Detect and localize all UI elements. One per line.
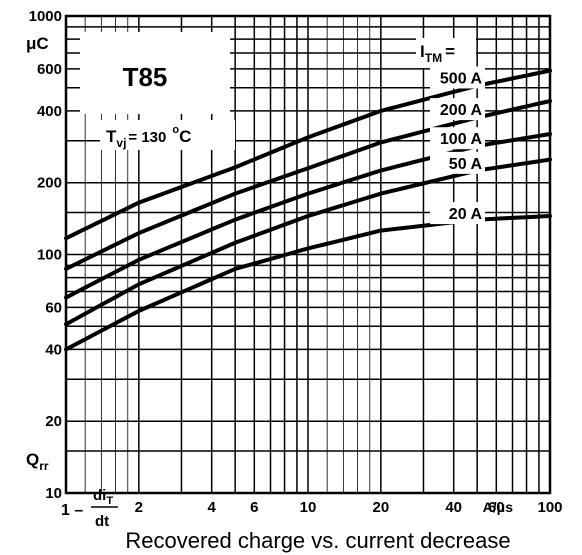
y-tick-bg bbox=[10, 172, 64, 193]
legend-title-suffix: = bbox=[445, 42, 455, 61]
y-tick-label: 200 bbox=[37, 175, 62, 192]
x-tick-label: 40 bbox=[445, 499, 462, 516]
x-tick-label: 10 bbox=[300, 499, 317, 516]
x-prefix: 1 – bbox=[61, 502, 83, 519]
x-num: di bbox=[93, 487, 106, 504]
y-tick-label: 400 bbox=[37, 103, 62, 120]
svg-text:Qrr: Qrr bbox=[26, 450, 49, 473]
title-box bbox=[80, 32, 230, 114]
plot-frame bbox=[64, 14, 552, 495]
x-tick-label: 2 bbox=[135, 499, 143, 516]
legend-title-symbol: I bbox=[420, 42, 425, 61]
series-label-4: 20 A bbox=[449, 206, 483, 223]
series-label-bg-1 bbox=[430, 98, 485, 121]
y-tick-bg bbox=[10, 100, 64, 121]
condition-symbol: T bbox=[106, 127, 117, 146]
series-label-bg-3 bbox=[430, 151, 485, 174]
condition-label: Tvj = 130 oC bbox=[100, 120, 235, 150]
condition-unit: C bbox=[179, 127, 191, 146]
y-axis-title: μC Qrr bbox=[22, 33, 60, 473]
y-tick-bg bbox=[10, 411, 64, 432]
x-tick-label: 100 bbox=[537, 499, 562, 516]
series-label-bg-0 bbox=[430, 66, 485, 89]
y-tick-label: 100 bbox=[37, 247, 62, 264]
y-tick-bg bbox=[10, 244, 64, 265]
series-label-bg-2 bbox=[430, 127, 485, 150]
legend-title: ITM = bbox=[416, 38, 476, 68]
series-labels: 500 A 200 A 100 A 50 A 20 A bbox=[430, 66, 485, 225]
chart-title: T85 bbox=[123, 62, 168, 92]
y-tick-bg bbox=[10, 58, 64, 79]
y-symbol-sub: rr bbox=[39, 459, 49, 473]
y-tick-bg bbox=[10, 339, 64, 360]
svg-text:ITM=: ITM = bbox=[420, 42, 455, 65]
condition-sub: vj bbox=[116, 136, 126, 150]
x-tick-labels: 2 4 6 10 20 40 60 100 bbox=[135, 499, 563, 516]
x-tick-label: 20 bbox=[373, 499, 390, 516]
x-axis-title: 1 – diT dt A/μs bbox=[61, 487, 513, 530]
y-tick-label: 60 bbox=[45, 299, 62, 316]
condition-degree: o bbox=[172, 124, 179, 136]
series-label-1: 200 A bbox=[440, 102, 483, 119]
legend-title-sub: TM bbox=[425, 51, 442, 65]
svg-text:diT: diT bbox=[93, 487, 113, 507]
y-tick-label: 20 bbox=[45, 413, 62, 430]
y-symbol: Q bbox=[26, 450, 39, 469]
y-tick-labels: 1000 600 400 200 100 60 40 20 10 bbox=[10, 6, 64, 503]
condition-value: = 130 bbox=[128, 129, 166, 146]
x-den: dt bbox=[95, 513, 109, 530]
y-tick-bg bbox=[10, 6, 64, 26]
y-tick-bg bbox=[10, 483, 64, 503]
x-num-sub: T bbox=[106, 495, 113, 507]
series-label-3: 50 A bbox=[449, 156, 483, 173]
y-tick-bg bbox=[10, 297, 64, 318]
series-label-2: 100 A bbox=[440, 131, 483, 148]
y-tick-label: 40 bbox=[45, 341, 62, 358]
x-unit: A/μs bbox=[483, 499, 514, 515]
x-tick-label: 60 bbox=[488, 499, 505, 516]
y-tick-label: 600 bbox=[37, 61, 62, 78]
x-tick-label: 6 bbox=[250, 499, 258, 516]
y-tick-label: 1000 bbox=[29, 8, 62, 25]
y-unit: μC bbox=[26, 34, 49, 53]
x-tick-label: 4 bbox=[208, 499, 217, 516]
chart-caption: Recovered charge vs. current decrease bbox=[125, 528, 510, 553]
y-tick-label: 10 bbox=[45, 485, 62, 502]
series-label-bg-4 bbox=[430, 202, 485, 225]
series-label-0: 500 A bbox=[440, 70, 483, 87]
